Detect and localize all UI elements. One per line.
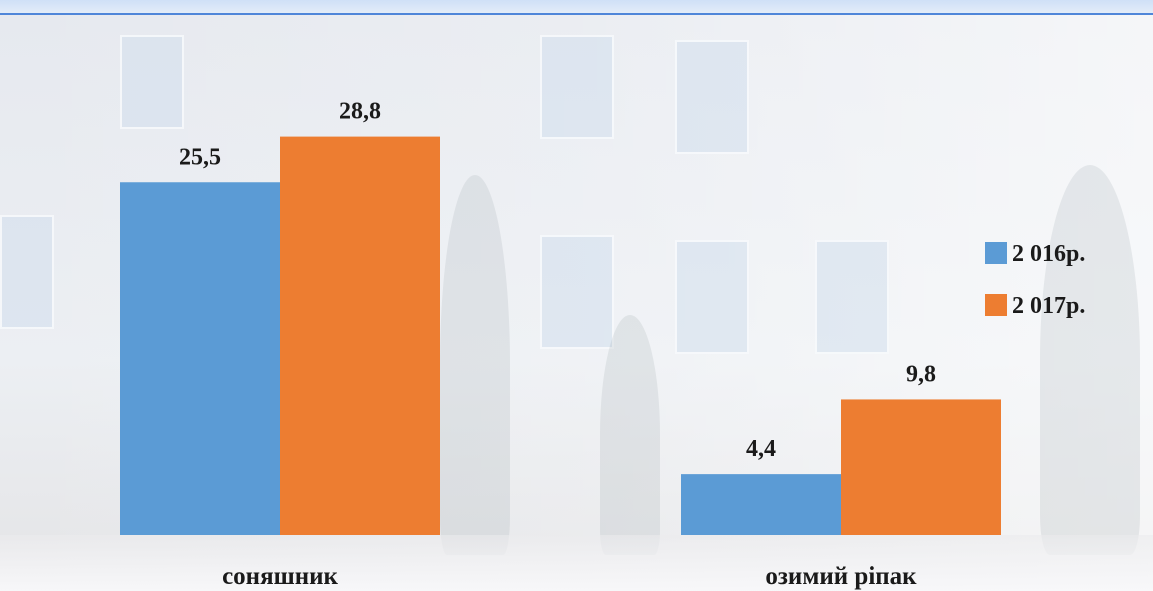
background-window [540, 35, 614, 139]
background-window [815, 240, 889, 354]
bar-2-series-1 [681, 474, 841, 535]
category-label: озимий ріпак [765, 563, 917, 590]
legend-swatch [985, 242, 1007, 264]
category-labels-group: соняшник озимий ріпак [222, 563, 917, 590]
background-window [675, 240, 749, 354]
category-label: соняшник [222, 563, 338, 590]
bottom-haze [0, 535, 1153, 591]
bar-1-series-2 [280, 136, 440, 535]
title-bar-strip [0, 0, 1153, 15]
data-label: 4,4 [746, 436, 776, 462]
legend-label: 2 016р. [1012, 241, 1085, 267]
legend: 2 016р. 2 017р. [985, 241, 1085, 319]
data-label: 9,8 [906, 361, 936, 387]
legend-swatch [985, 294, 1007, 316]
legend-label: 2 017р. [1012, 293, 1085, 319]
data-label: 28,8 [339, 99, 381, 125]
bar-1-series-1 [120, 182, 280, 535]
background-window [120, 35, 184, 129]
background-tree [1040, 165, 1140, 555]
background-tree [600, 315, 660, 555]
background-tree [440, 175, 510, 555]
background-window [540, 235, 614, 349]
background-window [675, 40, 749, 154]
background-window [0, 215, 54, 329]
value-labels-group: 25,5 28,8 4,4 9,8 [179, 99, 936, 463]
bars-group [120, 136, 1001, 535]
bar-2-series-2 [841, 399, 1001, 535]
data-label: 25,5 [179, 144, 221, 170]
